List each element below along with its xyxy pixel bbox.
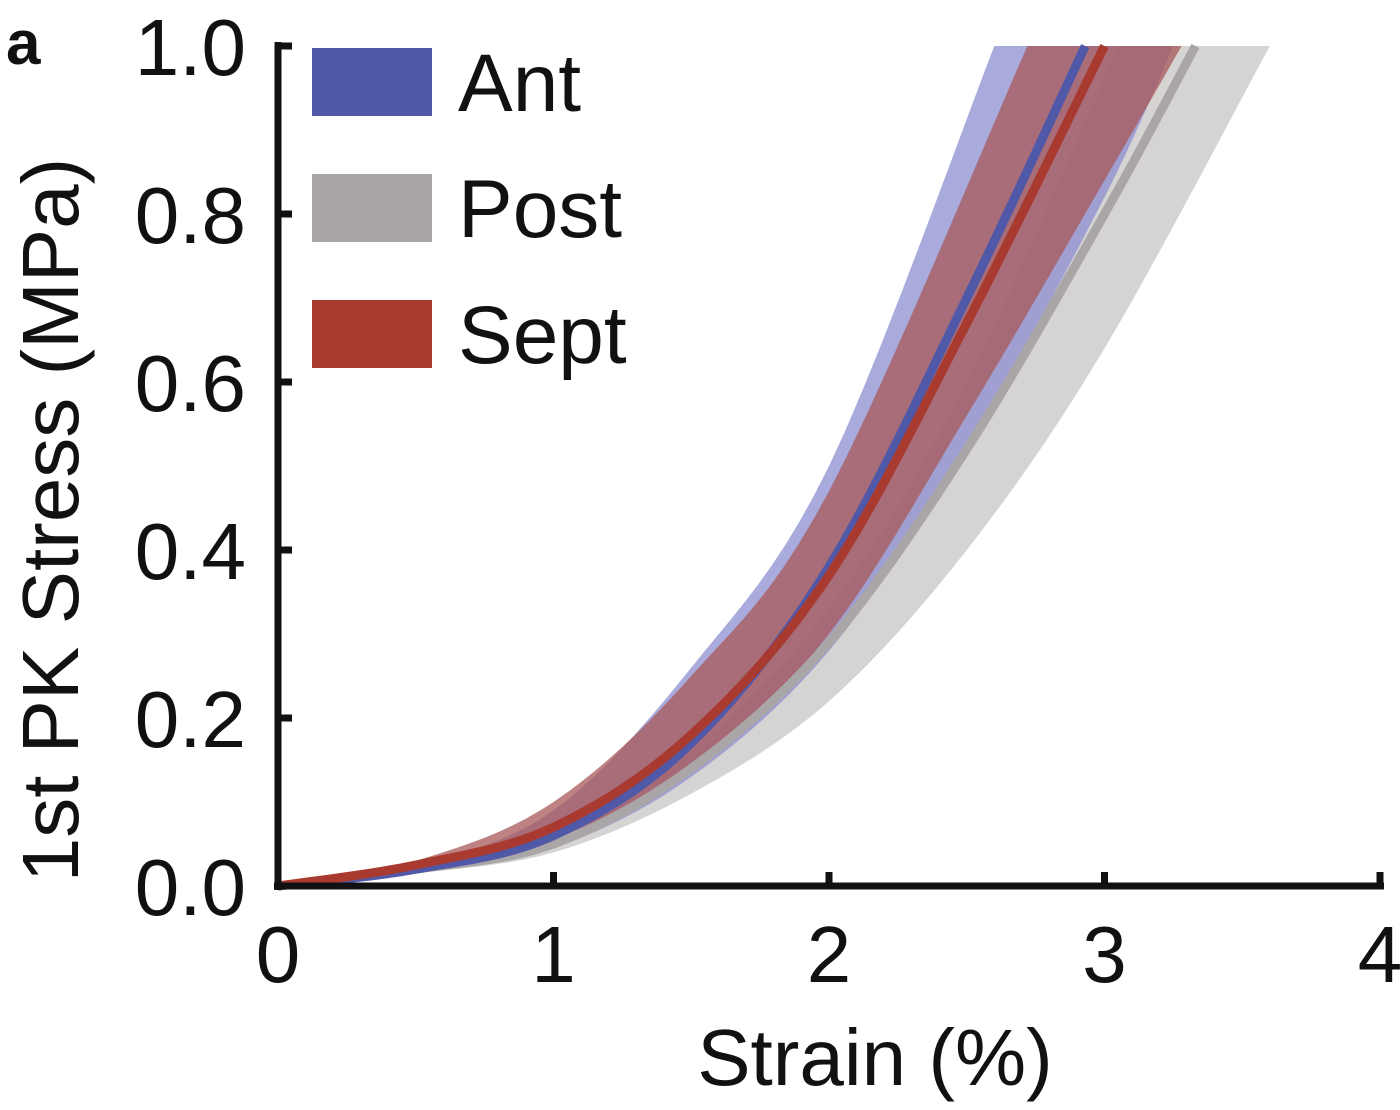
sept-band [278, 46, 1182, 886]
mean-curves [277, 43, 1200, 891]
y-tick-label: 0.8 [135, 171, 246, 260]
ant-legend-swatch [312, 48, 432, 116]
y-tick-label: 0.0 [135, 843, 246, 932]
x-tick-label: 2 [807, 910, 852, 999]
x-axis-label: Strain (%) [697, 1013, 1053, 1102]
x-tick-label: 0 [256, 910, 301, 999]
sept-legend-label: Sept [458, 290, 627, 381]
confidence-bands [278, 46, 1270, 886]
axes: 0 1 2 3 4 0.0 0.2 0.4 0.6 0.8 1.0 [135, 3, 1400, 999]
ant-legend-label: Ant [458, 38, 581, 129]
y-axis-label: 1st PK Stress (MPa) [6, 158, 95, 883]
y-tick-label: 0.2 [135, 675, 246, 764]
post-band [278, 46, 1270, 886]
y-tick-label: 1.0 [135, 3, 246, 92]
y-tick-label: 0.4 [135, 507, 246, 596]
sept-legend-swatch [312, 300, 432, 368]
post-legend-label: Post [458, 164, 622, 255]
x-tick-label: 3 [1082, 910, 1127, 999]
post-legend-swatch [312, 174, 432, 242]
legend: Ant Post Sept [312, 38, 627, 381]
x-tick-label: 1 [531, 910, 576, 999]
sept-mean-line [277, 44, 1109, 891]
x-tick-label: 4 [1358, 910, 1400, 999]
y-tick-label: 0.6 [135, 339, 246, 428]
panel-label: a [6, 9, 41, 78]
